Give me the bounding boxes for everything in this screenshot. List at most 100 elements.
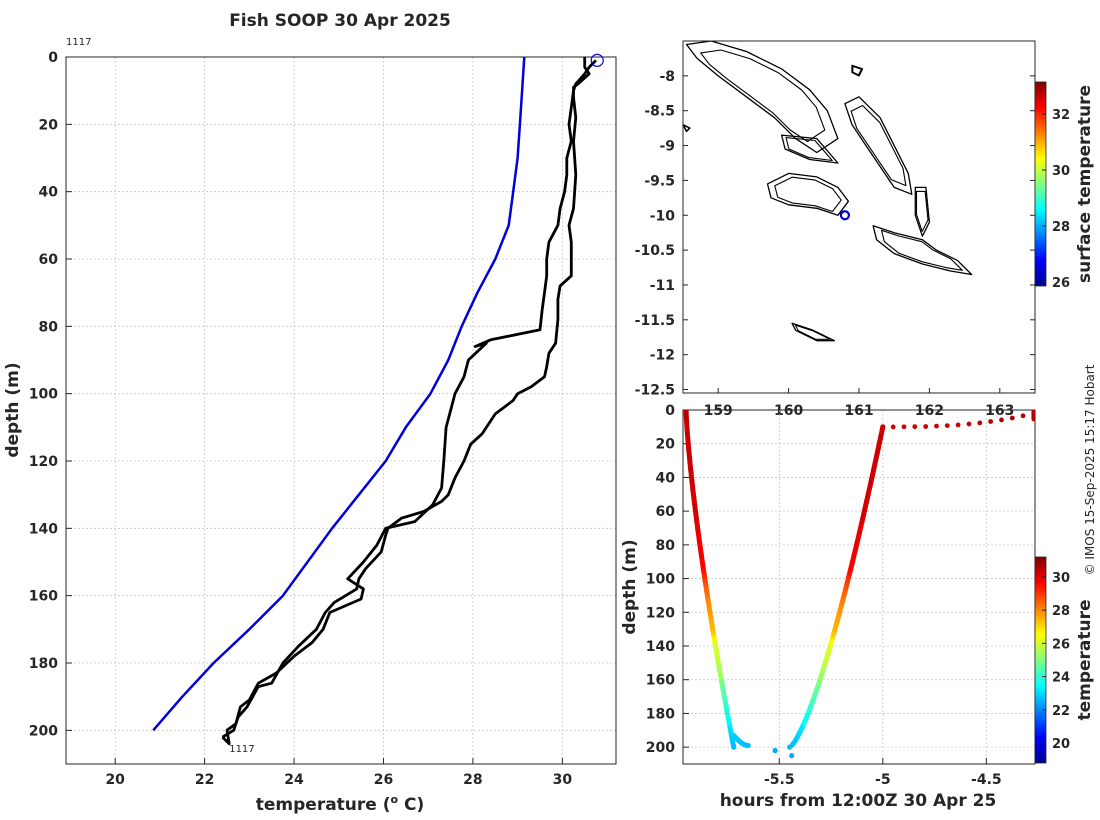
- surface-colorbar-tick-label: 26: [1052, 276, 1070, 291]
- profile-x-ticks: 20 22 24 26 28 30: [105, 758, 572, 788]
- time-depth-plot: -5.5 -5 -4.5 0 20 40 60 80 100 120 140 160 180 200 2…: [620, 403, 1095, 811]
- time-depth-y-tick-label: 180: [646, 706, 675, 722]
- map-island: [791, 322, 836, 342]
- map-x-tick-label: 162: [915, 403, 944, 419]
- time-depth-point: [1020, 413, 1026, 419]
- surface-colorbar-label: surface temperature: [1075, 85, 1095, 283]
- temperature-colorbar-tick-label: 30: [1052, 571, 1070, 586]
- time-depth-y-tick-label: 20: [656, 437, 676, 453]
- time-depth-point: [890, 424, 896, 430]
- time-depth-point: [912, 424, 918, 430]
- time-depth-point: [934, 423, 939, 429]
- map-x-tick-label: 159: [704, 403, 733, 419]
- map-island-contour: [774, 176, 842, 213]
- map-y-tick-label: -11: [650, 278, 675, 294]
- time-depth-point: [1031, 416, 1035, 422]
- map-x-tick-label: 160: [774, 403, 803, 419]
- time-depth-point: [880, 424, 886, 430]
- map-island-contour: [850, 104, 907, 187]
- profile-series-climatology: [152, 57, 526, 732]
- temperature-colorbar-tick-label: 22: [1052, 704, 1070, 719]
- profile-axes-box: [65, 56, 617, 765]
- profile-location-marker: [590, 53, 604, 67]
- profile-x-tick-label: 24: [284, 772, 304, 788]
- profile-grid: [66, 56, 616, 764]
- profile-y-tick-label: 160: [29, 589, 58, 605]
- map-y-tick-label: -9.5: [644, 173, 675, 189]
- temperature-colorbar-tick-label: 26: [1052, 637, 1070, 652]
- profile-y-tick-label: 0: [48, 50, 58, 66]
- time-depth-y-tick-label: 120: [646, 605, 675, 621]
- time-depth-x-tick-label: -4.5: [971, 772, 1002, 788]
- map-axes-box: [682, 40, 1036, 394]
- time-depth-y-ticks: 0 20 40 60 80 100 120 140 160 180 200: [646, 403, 689, 756]
- map-y-ticks: -8 -8.5 -9 -9.5 -10 -10.5 -11 -11.5 -12 -12.5: [635, 69, 1035, 399]
- profile-y-ticks: 0 20 40 60 80 100 120 140 160 180 200: [29, 50, 72, 739]
- map-island-contour: [785, 137, 833, 162]
- surface-colorbar-tick-label: 30: [1052, 164, 1070, 179]
- map-x-tick-label: 161: [844, 403, 873, 419]
- profile-x-axis-label-text: temperature (: [256, 795, 391, 815]
- profile-y-tick-label: 120: [29, 454, 58, 470]
- profile-y-tick-label: 40: [39, 185, 59, 201]
- profile-lines: [152, 57, 597, 746]
- temperature-colorbar: [1034, 556, 1047, 764]
- map-island-contour: [880, 229, 963, 271]
- time-depth-x-axis-label: hours from 12:00Z 30 Apr 25: [720, 791, 997, 811]
- map-y-tick-label: -11.5: [635, 313, 675, 329]
- profile-series-profile-ascent: [221, 59, 597, 746]
- profile-y-axis-label: depth (m): [3, 362, 23, 457]
- map-island: [766, 172, 850, 216]
- credit-text: © IMOS 15-Sep-2025 15:17 Hobart: [1083, 364, 1097, 575]
- time-depth-x-tick-label: -5.5: [764, 772, 795, 788]
- surface-temperature-colorbar: [1034, 81, 1047, 287]
- profile-y-tick-label: 20: [39, 117, 59, 133]
- temperature-colorbar-tick-label: 28: [1052, 604, 1070, 619]
- time-depth-point: [772, 747, 778, 754]
- map-island: [685, 41, 839, 154]
- time-depth-point: [731, 744, 737, 750]
- map-y-tick-label: -8: [659, 69, 675, 85]
- surface-colorbar-tick-label: 32: [1052, 108, 1070, 123]
- time-depth-y-tick-label: 80: [656, 538, 676, 554]
- time-depth-point: [923, 424, 929, 429]
- temperature-colorbar-ticks: 20 22 24 26 28 30: [1042, 571, 1070, 752]
- time-depth-y-tick-label: 140: [646, 639, 675, 655]
- profile-y-tick-label: 60: [39, 252, 59, 268]
- time-depth-y-axis-label: depth (m): [620, 539, 640, 634]
- time-depth-y-tick-label: 100: [646, 572, 675, 588]
- time-depth-y-tick-label: 0: [665, 403, 675, 419]
- profile-bottom-annotation: 1117: [229, 744, 254, 755]
- time-depth-y-tick-label: 200: [646, 740, 675, 756]
- time-depth-y-tick-label: 60: [656, 504, 676, 520]
- surface-colorbar-tick-label: 28: [1052, 220, 1070, 235]
- time-depth-axes-box: [682, 409, 1036, 765]
- profile-x-tick-label: 30: [553, 772, 573, 788]
- temperature-colorbar-label: temperature: [1075, 599, 1095, 720]
- map-island-contour: [852, 65, 862, 76]
- time-depth-y-tick-label: 160: [646, 673, 675, 689]
- time-depth-grid: [683, 409, 1035, 764]
- map-island: [914, 186, 931, 237]
- time-depth-point: [789, 753, 795, 759]
- map-coastlines: [683, 41, 973, 342]
- temperature-colorbar-tick-label: 24: [1052, 671, 1070, 686]
- chart-title: Fish SOOP 30 Apr 2025: [229, 11, 451, 31]
- map-island: [872, 225, 973, 276]
- map-y-tick-label: -8.5: [644, 104, 675, 120]
- time-depth-x-ticks: -5.5 -5 -4.5: [764, 758, 1002, 788]
- time-depth-point: [988, 419, 993, 424]
- profile-y-tick-label: 80: [39, 319, 59, 335]
- profile-x-tick-label: 20: [105, 772, 125, 788]
- surface-colorbar-ticks: 26 28 30 32: [1042, 108, 1070, 291]
- profile-plot: 20 22 24 26 28 30 0 20 40 60 80 100 120 140 160 180 200…: [3, 37, 617, 815]
- map-y-tick-label: -10.5: [635, 243, 675, 259]
- profile-x-axis-label: temperature (o C): [256, 793, 425, 815]
- profile-top-annotation: 1117: [66, 37, 91, 48]
- location-map: 159 160 161 162 163 -8-8.5-9-9.5-10-10.5-11-…: [635, 40, 1095, 419]
- profile-x-tick-label: 26: [374, 772, 393, 788]
- time-depth-y-tick-label: 40: [656, 470, 676, 486]
- map-island-contour: [683, 124, 690, 132]
- time-depth-point: [999, 417, 1004, 423]
